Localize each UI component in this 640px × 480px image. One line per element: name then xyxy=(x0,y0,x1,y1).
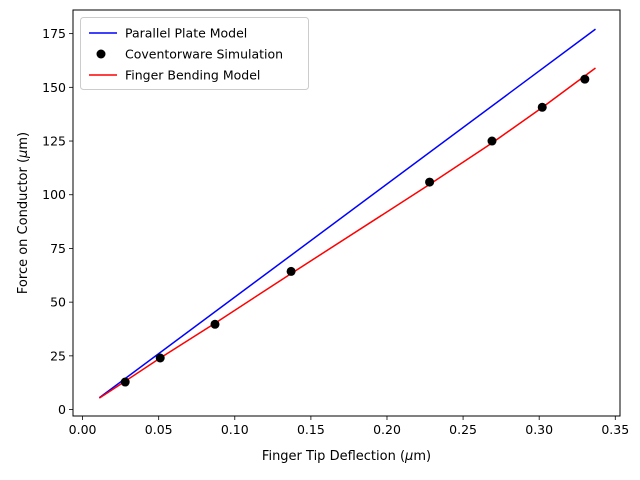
x-tick-label: 0.20 xyxy=(373,422,401,437)
plot-content xyxy=(98,28,596,399)
x-axis-label: Finger Tip Deflection (μm) xyxy=(262,449,431,464)
y-tick-label: 50 xyxy=(50,295,66,310)
legend-label-finger-bending: Finger Bending Model xyxy=(125,68,260,83)
legend: Parallel Plate Model Coventorware Simula… xyxy=(80,17,309,90)
x-tick-label: 0.10 xyxy=(221,422,249,437)
x-tick-label: 0.15 xyxy=(297,422,325,437)
x-tick-label: 0.00 xyxy=(69,422,97,437)
y-tick-label: 150 xyxy=(42,80,66,95)
data-point-coventorware-simulation xyxy=(120,377,130,387)
legend-swatch-coventorware xyxy=(96,49,106,59)
data-point-coventorware-simulation xyxy=(425,177,435,187)
legend-label-coventorware: Coventorware Simulation xyxy=(125,47,283,62)
data-point-coventorware-simulation xyxy=(580,74,590,84)
series-line-parallel-plate-model xyxy=(98,28,596,399)
data-point-coventorware-simulation xyxy=(286,266,296,276)
y-tick-label: 175 xyxy=(42,26,66,41)
legend-label-parallel-plate: Parallel Plate Model xyxy=(125,26,247,41)
y-axis-label: Force on Conductor (μm) xyxy=(16,132,31,294)
data-point-coventorware-simulation xyxy=(487,136,497,146)
plot-frame xyxy=(72,9,621,417)
x-axis: 0.00 0.05 0.10 0.15 0.20 0.25 0.30 0.35 xyxy=(69,416,629,437)
data-point-coventorware-simulation xyxy=(537,102,547,112)
data-point-coventorware-simulation xyxy=(155,353,165,363)
y-axis: 0 25 50 75 100 125 150 175 xyxy=(42,26,73,417)
y-tick-label: 75 xyxy=(50,241,66,256)
data-point-coventorware-simulation xyxy=(210,319,220,329)
y-tick-label: 0 xyxy=(58,402,66,417)
x-tick-label: 0.05 xyxy=(145,422,173,437)
y-tick-label: 125 xyxy=(42,134,66,149)
legend-box xyxy=(80,17,309,90)
y-tick-label: 25 xyxy=(50,348,66,363)
y-tick-label: 100 xyxy=(42,187,66,202)
x-tick-label: 0.30 xyxy=(525,422,553,437)
x-tick-label: 0.35 xyxy=(601,422,629,437)
x-tick-label: 0.25 xyxy=(449,422,477,437)
